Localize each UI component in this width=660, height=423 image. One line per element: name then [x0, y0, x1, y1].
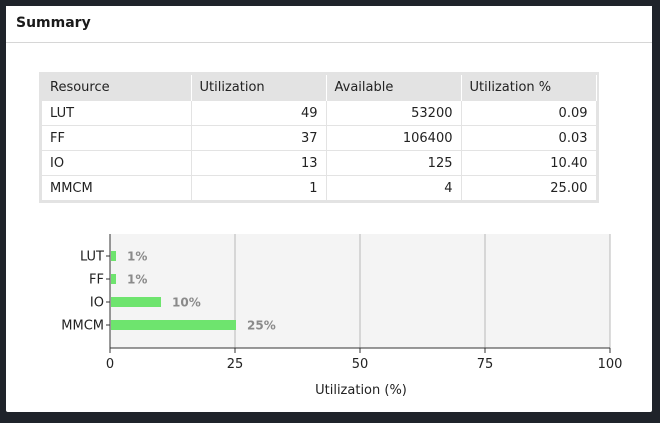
cell-available: 125 — [326, 150, 462, 176]
cell-utilization: 49 — [191, 100, 327, 126]
column-header-available[interactable]: Available — [326, 75, 462, 101]
cell-utilization: 1 — [191, 175, 327, 200]
table-row[interactable]: FF 37 106400 0.03 — [42, 125, 597, 151]
x-axis-label: Utilization (%) — [315, 383, 407, 398]
cell-available: 106400 — [326, 125, 462, 151]
cell-utilization: 13 — [191, 150, 327, 176]
cell-resource: MMCM — [42, 175, 192, 200]
cell-resource: LUT — [42, 100, 192, 126]
data-label: 1% — [127, 273, 147, 287]
bar — [111, 297, 161, 307]
table-row[interactable]: IO 13 125 10.40 — [42, 150, 597, 176]
cell-utilization-percent: 0.09 — [461, 100, 597, 126]
cell-utilization: 37 — [191, 125, 327, 151]
x-tick-label: 75 — [477, 357, 494, 372]
x-tick-label: 25 — [227, 357, 244, 372]
column-header-utilization-percent[interactable]: Utilization % — [461, 75, 597, 101]
cell-available: 4 — [326, 175, 462, 200]
utilization-bar-chart: LUT 1% FF 1% IO 10% MMCM 25% 0 25 50 75 100 Utilizati… — [61, 234, 623, 398]
column-header-resource[interactable]: Resource — [42, 75, 192, 101]
table-row[interactable]: LUT 49 53200 0.09 — [42, 100, 597, 126]
summary-panel: Summary Resource Utilization Available U… — [6, 6, 652, 412]
table-header-row: Resource Utilization Available Utilizati… — [42, 75, 597, 101]
x-tick-label: 100 — [598, 357, 623, 372]
cell-utilization-percent: 10.40 — [461, 150, 597, 176]
data-label: 1% — [127, 250, 147, 264]
cell-utilization-percent: 0.03 — [461, 125, 597, 151]
x-tick-label: 50 — [352, 357, 369, 372]
bar — [111, 274, 116, 284]
bar — [111, 320, 236, 330]
bar — [111, 251, 116, 261]
cell-resource: IO — [42, 150, 192, 176]
panel-header: Summary — [6, 6, 652, 43]
data-label: 25% — [247, 319, 276, 333]
cell-utilization-percent: 25.00 — [461, 175, 597, 200]
utilization-table-container: Resource Utilization Available Utilizati… — [39, 72, 599, 203]
x-tick-label: 0 — [106, 357, 114, 372]
cell-available: 53200 — [326, 100, 462, 126]
column-header-utilization[interactable]: Utilization — [191, 75, 327, 101]
y-tick-label: MMCM — [61, 319, 104, 334]
y-tick-label: IO — [90, 296, 104, 311]
panel-title: Summary — [16, 15, 91, 31]
y-tick-label: FF — [89, 273, 104, 288]
y-tick-label: LUT — [80, 250, 104, 265]
table-row[interactable]: MMCM 1 4 25.00 — [42, 175, 597, 200]
cell-resource: FF — [42, 125, 192, 151]
data-label: 10% — [172, 296, 201, 310]
utilization-table: Resource Utilization Available Utilizati… — [42, 75, 597, 200]
